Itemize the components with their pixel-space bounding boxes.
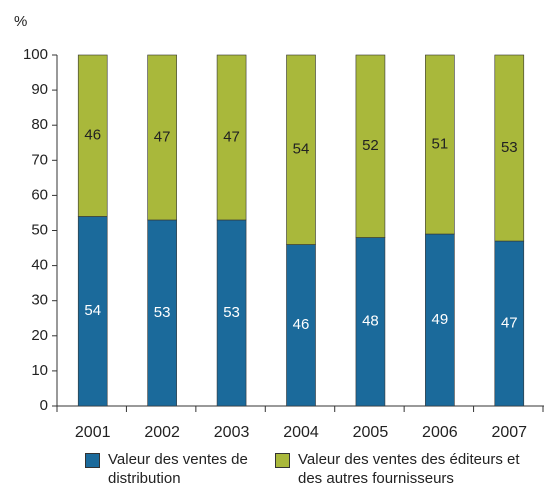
data-label: 47: [501, 314, 518, 331]
bar-segment: [355, 54, 386, 238]
bar-segment: [147, 54, 177, 221]
data-label: 53: [223, 304, 240, 321]
y-tick-label: 60: [31, 186, 48, 203]
bar-segment: [286, 54, 316, 245]
y-tick-label: 100: [23, 46, 48, 63]
y-tick-label: 80: [31, 116, 48, 133]
y-tick-label: 40: [31, 257, 48, 274]
bar-segment: [355, 237, 386, 407]
legend-label: Valeur des ventes de distribution: [108, 451, 248, 487]
bar-segment: [77, 54, 108, 217]
y-axis-label: %: [14, 13, 27, 30]
bar-segment: [216, 219, 247, 407]
x-tick-label: 2004: [283, 424, 319, 441]
x-tick-label: 2002: [144, 424, 180, 441]
x-tick-label: 2007: [491, 424, 527, 441]
x-tick-label: 2005: [353, 424, 389, 441]
y-tick-label: 0: [40, 397, 48, 414]
legend-swatch: [85, 453, 100, 468]
x-tick-label: 2001: [75, 424, 111, 441]
data-label: 46: [293, 316, 310, 333]
data-label: 46: [84, 127, 101, 144]
legend-label: Valeur des ventes des éditeurs et des au…: [298, 451, 520, 487]
bar-segment: [216, 54, 247, 221]
data-label: 54: [84, 302, 101, 319]
y-tick-label: 90: [31, 81, 48, 98]
legend-swatch: [275, 453, 290, 468]
data-label: 54: [293, 141, 310, 158]
legend-item: Valeur des ventes des éditeurs et des au…: [275, 450, 525, 488]
bar-segment: [77, 216, 108, 407]
data-label: 51: [432, 135, 449, 152]
bar-segment: [425, 54, 455, 235]
data-label: 53: [501, 139, 518, 156]
bar-segment: [286, 244, 316, 407]
x-tick-label: 2003: [214, 424, 250, 441]
data-label: 52: [362, 137, 379, 154]
data-label: 49: [432, 311, 449, 328]
data-label: 47: [154, 128, 171, 145]
data-label: 47: [223, 128, 240, 145]
data-label: 53: [154, 304, 171, 321]
x-tick-label: 2006: [422, 424, 458, 441]
y-tick-label: 10: [31, 362, 48, 379]
y-tick-label: 70: [31, 151, 48, 168]
y-tick-label: 50: [31, 221, 48, 238]
legend-item: Valeur des ventes de distribution: [85, 450, 255, 488]
data-label: 48: [362, 313, 379, 330]
y-tick-label: 30: [31, 292, 48, 309]
bar-segment: [494, 54, 525, 242]
y-tick-label: 20: [31, 327, 48, 344]
